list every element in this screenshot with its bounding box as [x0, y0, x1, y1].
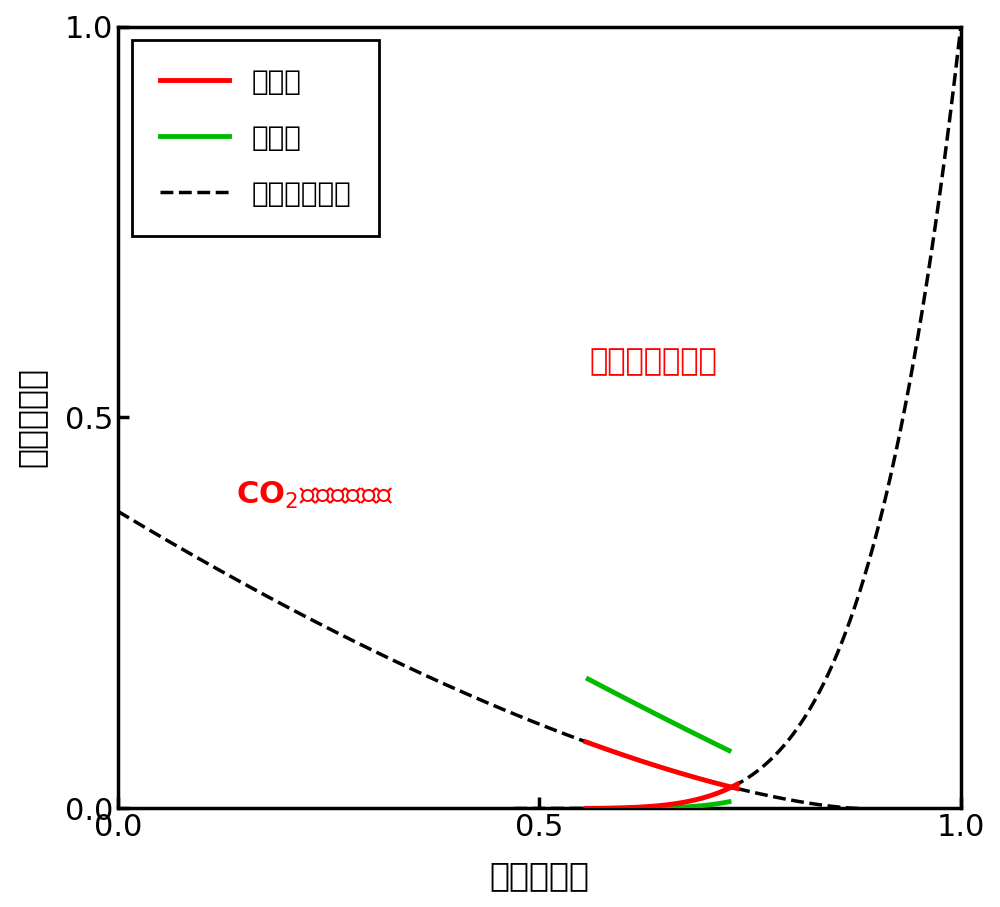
Y-axis label: 相对滲透率: 相对滲透率	[15, 367, 48, 467]
Text: 水相相对滲透率: 水相相对滲透率	[590, 347, 718, 376]
Legend: 修正后, 未修正, 数値模拟拟合: 修正后, 未修正, 数値模拟拟合	[132, 41, 379, 236]
X-axis label: 含水饱和度: 含水饱和度	[489, 859, 589, 892]
Text: CO$_2$相相对滲透率: CO$_2$相相对滲透率	[236, 480, 393, 511]
